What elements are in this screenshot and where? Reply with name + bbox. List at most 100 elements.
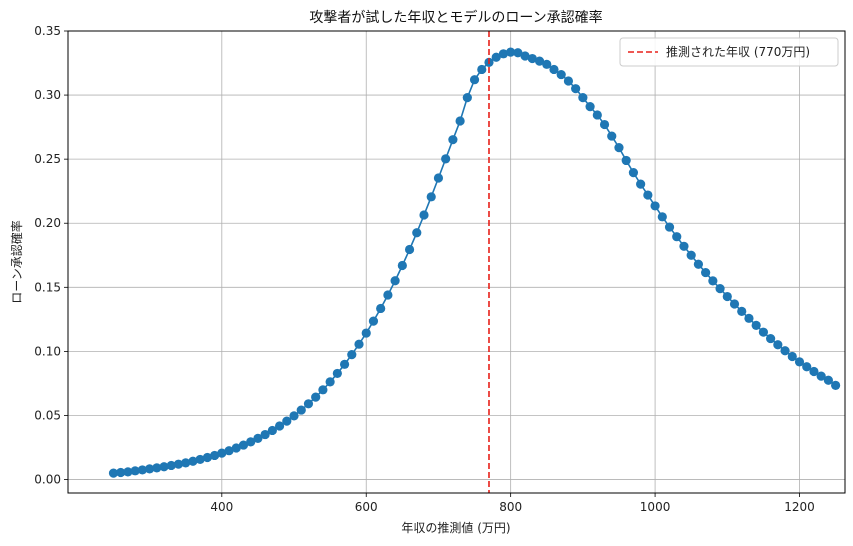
data-point	[296, 405, 306, 415]
data-point	[383, 290, 393, 300]
x-tick-label: 800	[499, 500, 522, 514]
data-point	[477, 64, 487, 75]
data-point	[686, 250, 696, 260]
data-point	[188, 456, 198, 466]
plot-frame	[67, 30, 846, 494]
data-point	[144, 464, 155, 474]
data-point	[166, 460, 176, 471]
data-point	[195, 454, 205, 465]
data-point	[679, 241, 689, 251]
data-point	[253, 433, 263, 444]
data-point	[506, 47, 516, 57]
legend: 推測された年収 (770万円)	[619, 37, 839, 67]
data-point	[527, 53, 537, 64]
data-point	[137, 465, 147, 475]
data-point	[274, 421, 285, 431]
data-point	[766, 333, 776, 344]
data-point	[231, 443, 241, 453]
data-point	[260, 429, 270, 440]
data-point	[599, 119, 610, 130]
x-tick-label: 400	[210, 500, 233, 514]
data-point	[267, 425, 277, 436]
data-point	[426, 192, 436, 202]
data-point	[672, 232, 682, 242]
data-point	[339, 359, 350, 369]
data-point	[715, 283, 725, 294]
data-point	[152, 463, 162, 473]
data-point	[614, 143, 624, 153]
data-point	[657, 212, 667, 222]
data-point	[744, 313, 754, 323]
grid-layer	[68, 30, 845, 493]
data-point	[108, 468, 119, 478]
data-point	[823, 375, 833, 385]
y-axis-label: ローン承認確率	[9, 220, 24, 303]
data-point	[311, 392, 321, 402]
data-point	[462, 93, 472, 103]
data-point	[751, 320, 761, 330]
data-point	[628, 168, 639, 178]
data-point	[412, 228, 422, 238]
data-point	[650, 201, 660, 211]
chart-title: 攻撃者が試した年収とモデルのローン承認確率	[309, 9, 602, 26]
legend-label-vline: 推測された年収 (770万円)	[666, 45, 810, 59]
data-point	[318, 385, 328, 395]
data-point	[404, 244, 415, 255]
data-point	[368, 316, 379, 326]
data-point	[708, 276, 718, 286]
data-point	[246, 437, 256, 447]
data-point	[123, 467, 133, 477]
x-tick-label: 1200	[784, 500, 815, 514]
data-point	[325, 377, 335, 387]
y-tick-label: 0.35	[34, 24, 61, 38]
data-point	[159, 462, 169, 472]
series-layer	[108, 47, 841, 478]
x-tick-label: 600	[355, 500, 378, 514]
y-tick-label: 0.10	[34, 344, 61, 358]
data-point	[282, 416, 292, 426]
data-point	[224, 446, 234, 456]
data-point	[794, 357, 805, 367]
y-tick-label: 0.30	[34, 88, 61, 102]
data-point	[592, 110, 602, 120]
data-point	[441, 154, 451, 164]
data-point	[729, 299, 740, 309]
data-point	[563, 76, 574, 86]
data-point	[469, 75, 480, 85]
data-point	[780, 346, 790, 356]
data-point	[585, 102, 595, 112]
data-point	[181, 458, 191, 468]
data-point	[816, 371, 826, 381]
data-point	[664, 222, 675, 232]
data-point	[578, 93, 588, 103]
data-point	[571, 84, 581, 94]
data-point	[722, 291, 732, 302]
data-point	[209, 450, 220, 461]
data-point	[831, 380, 841, 390]
data-point	[289, 411, 299, 421]
data-point	[130, 466, 140, 476]
data-point	[758, 327, 769, 337]
data-point	[455, 116, 465, 126]
data-point	[549, 64, 559, 75]
y-ticks: 0.00 0.05 0.10 0.15 0.20 0.25 0.30 0.35	[34, 24, 68, 487]
data-point	[498, 49, 509, 59]
data-point	[116, 467, 126, 478]
data-point	[217, 448, 227, 458]
y-tick-label: 0.15	[34, 280, 61, 294]
data-point	[347, 349, 357, 360]
data-point	[693, 259, 704, 269]
data-point	[809, 366, 819, 377]
x-axis-label: 年収の推測値 (万円)	[401, 520, 510, 535]
data-point	[376, 303, 386, 314]
data-point	[607, 131, 617, 141]
data-point	[621, 155, 631, 166]
data-point	[737, 306, 747, 317]
data-point	[643, 190, 653, 200]
data-point	[448, 135, 458, 145]
data-point	[534, 56, 545, 66]
legend-box	[619, 37, 839, 67]
y-tick-label: 0.05	[34, 408, 61, 422]
